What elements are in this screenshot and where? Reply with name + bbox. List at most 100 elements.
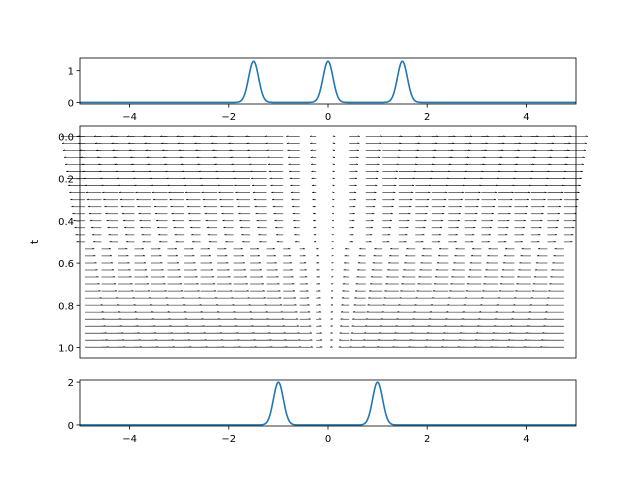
quiver-arrow-head	[132, 170, 135, 172]
quiver-arrow-head	[209, 261, 213, 264]
quiver-arrow-head	[110, 261, 114, 264]
quiver-arrow-head	[520, 254, 523, 257]
quiver-arrow-head	[252, 191, 256, 193]
quiver-arrow-head	[222, 219, 225, 222]
quiver-arrow-head	[280, 304, 283, 306]
quiver-arrow-head	[511, 191, 514, 193]
quiver-arrow-head	[177, 268, 181, 271]
quiver-arrow-head	[540, 219, 543, 222]
quiver-arrow-head	[505, 233, 508, 236]
quiver-arrow-head	[174, 233, 177, 236]
quiver-arrow-head	[374, 247, 377, 250]
quiver-arrow-head	[269, 177, 272, 179]
quiver-arrow-head	[278, 290, 281, 292]
quiver-arrow-head	[159, 135, 163, 137]
quiver-arrow-head	[470, 254, 474, 257]
quiver-arrow-head	[473, 226, 476, 229]
quiver-arrow-head	[502, 261, 506, 264]
quiver-arrow-head	[294, 304, 297, 306]
quiver-arrow-head	[240, 226, 243, 229]
quiver-arrow-head	[146, 282, 150, 285]
quiver-arrow-head	[579, 177, 582, 179]
quiver-arrow-head	[272, 205, 275, 208]
quiver-arrow-head	[181, 170, 185, 172]
quiver-arrow-head	[330, 290, 334, 292]
quiver-arrow-head	[514, 297, 517, 299]
quiver-arrow-head	[354, 297, 357, 299]
quiver-arrow-head	[480, 304, 483, 306]
quiver-arrow-head	[331, 247, 334, 250]
quiver-arrow-head	[258, 261, 262, 264]
quiver-arrow-head	[479, 184, 482, 186]
quiver-arrow-head	[449, 290, 452, 292]
quiver-arrow-head	[178, 149, 181, 151]
quiver-arrow-head	[402, 275, 405, 278]
quiver-arrow-head	[413, 311, 416, 313]
quiver-arrow-head	[442, 332, 446, 334]
quiver-arrow-head	[331, 282, 334, 285]
quiver-arrow-head	[136, 198, 139, 201]
quiver-arrow-head	[423, 226, 426, 229]
quiver-arrow-head	[310, 163, 314, 165]
quiver-arrow-head	[454, 254, 457, 257]
quiver-arrow-head	[212, 282, 216, 285]
quiver-arrow-head	[253, 198, 256, 201]
quiver-arrow-head	[560, 191, 564, 193]
quiver-arrow-head	[90, 226, 94, 229]
quiver-arrow-head	[332, 198, 335, 201]
quiver-arrow-head	[349, 346, 352, 348]
quiver-arrow-head	[497, 297, 500, 299]
quiver-arrow-head	[120, 205, 124, 208]
quiver-arrow-head	[257, 254, 261, 257]
quiver-arrow-head	[488, 233, 491, 236]
quiver-arrow-head	[530, 297, 533, 299]
quiver-arrow-head	[290, 191, 294, 193]
quiver-arrow-head	[319, 325, 322, 327]
quiver-arrow-head	[73, 219, 76, 222]
quiver-arrow-head	[228, 142, 231, 144]
quiver-arrow-head	[389, 254, 392, 257]
quiver-arrow-head	[182, 177, 186, 179]
quiver-arrow-head	[291, 275, 294, 278]
quiver-arrow-head	[419, 268, 422, 271]
quiver-arrow-head	[495, 184, 499, 186]
quiver-arrow-head	[181, 290, 184, 292]
quiver-arrow-head	[412, 318, 415, 320]
quiver-arrow-head	[332, 170, 335, 172]
quiver-arrow-head	[158, 247, 161, 250]
quiver-arrow-head	[241, 254, 244, 257]
quiver-arrow-head	[210, 135, 213, 137]
quiver-arrow-head	[127, 142, 131, 144]
quiver-arrow-head	[71, 205, 74, 208]
quiver-arrow-head	[118, 191, 121, 193]
quiver-arrow-head	[95, 149, 99, 151]
quiver-arrow-head	[422, 233, 425, 236]
quiver-arrow-head	[487, 254, 490, 257]
top-series-line	[80, 60, 576, 104]
quiver-arrow-head	[275, 268, 278, 271]
quiver-arrow-head	[220, 205, 223, 208]
quiver-arrow-head	[426, 332, 429, 334]
bottom-x-tick-label: 2	[424, 434, 430, 445]
quiver-arrow-head	[125, 247, 128, 250]
quiver-arrow-head	[388, 226, 392, 229]
quiver-arrow-head	[570, 240, 573, 243]
quiver-arrow-head	[72, 212, 75, 215]
quiver-arrow-head	[456, 226, 459, 229]
quiver-arrow-head	[292, 282, 295, 285]
quiver-arrow-head	[259, 240, 262, 243]
quiver-arrow-head	[123, 226, 127, 229]
quiver-arrow-head	[289, 261, 293, 264]
quiver-arrow-head	[192, 240, 195, 243]
quiver-arrow-head	[223, 226, 226, 229]
quiver-arrow-head	[264, 135, 268, 137]
quiver-arrow-head	[332, 142, 336, 144]
quiver-arrow-head	[227, 268, 230, 271]
quiver-arrow-head	[382, 304, 385, 306]
quiver-arrow-head	[130, 282, 133, 285]
quiver-arrow-head	[200, 184, 203, 186]
quiver-arrow-head	[288, 163, 291, 165]
quiver-arrow-head	[383, 297, 386, 299]
quiver-arrow-head	[109, 254, 113, 257]
quiver-arrow-head	[431, 297, 434, 299]
